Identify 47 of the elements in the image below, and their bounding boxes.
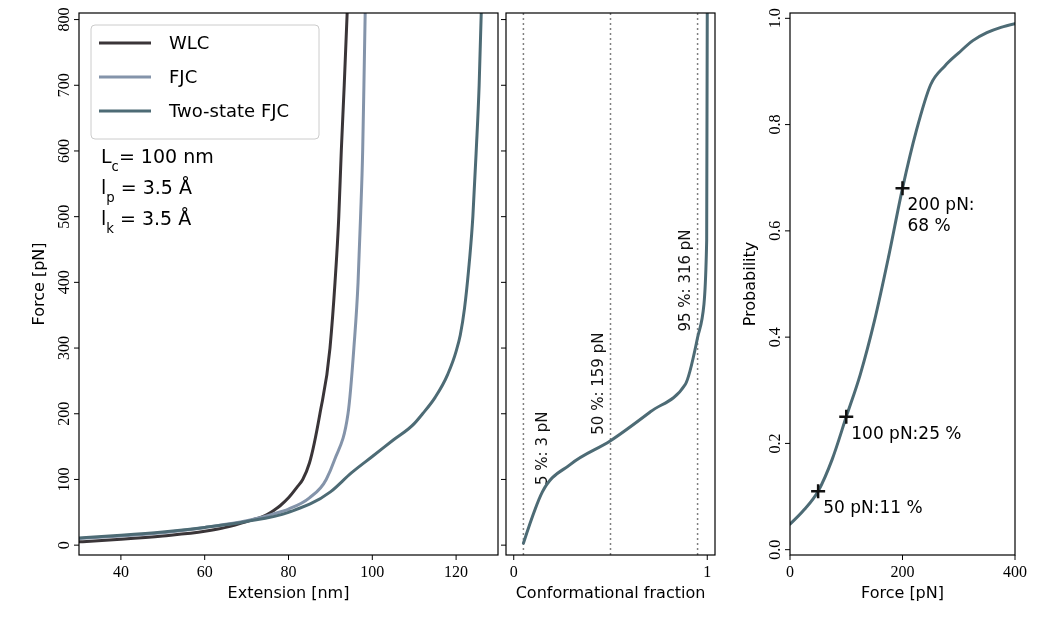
y-tick-label: 0.4: [766, 327, 783, 348]
x-tick-label: 200: [890, 563, 915, 580]
annotation: 100 pN:25 %: [851, 422, 962, 443]
x-tick-label: 100: [360, 563, 385, 580]
y-tick-label: 800: [55, 7, 72, 32]
x-tick-label: 0: [509, 563, 518, 580]
x-tick-label: 1: [703, 563, 712, 580]
x-axis-title: Force [pN]: [861, 583, 944, 602]
ref-line-label: 5 %: 3 pN: [533, 411, 552, 485]
y-axis-title: Force [pN]: [29, 242, 48, 326]
y-tick-label: 0.0: [766, 539, 783, 560]
annotation: l$_{p}$ = 3.5 Å: [101, 176, 192, 205]
y-tick-label: 500: [55, 204, 72, 229]
annotation: l$_{k}$ = 3.5 Å: [101, 207, 192, 236]
y-tick-label: 1.0: [766, 8, 783, 29]
legend-label: FJC: [169, 66, 198, 87]
y-tick-label: 300: [55, 336, 72, 361]
y-tick-label: 0.6: [766, 220, 783, 241]
legend-label: WLC: [169, 32, 210, 53]
x-tick-label: 60: [196, 563, 213, 580]
x-tick-label: 0: [786, 563, 794, 580]
point: [894, 180, 911, 197]
x-tick-label: 400: [1003, 563, 1027, 580]
y-axis-title: Probability: [740, 241, 759, 327]
line-series: [790, 22, 1015, 526]
x-tick-label: 120: [444, 563, 469, 580]
y-tick-label: 200: [55, 401, 72, 426]
x-axis-title: Conformational fraction: [515, 583, 706, 602]
y-tick-label: 700: [55, 73, 72, 98]
point: [838, 408, 855, 426]
legend-label: Two-state FJC: [168, 100, 290, 121]
y-tick-label: 400: [55, 270, 72, 295]
ref-line-label: 50 %: 159 pN: [588, 332, 607, 435]
point: [809, 482, 827, 500]
annotation: 200 pN: 68 %: [907, 194, 975, 236]
y-tick-label: 0: [55, 541, 72, 550]
y-tick-label: 100: [55, 467, 72, 492]
annotation: L$_{c}$= 100 nm: [101, 145, 214, 174]
y-tick-label: 600: [55, 138, 72, 163]
ref-line-label: 95 %: 316 pN: [675, 229, 694, 332]
x-tick-label: 40: [112, 563, 129, 580]
y-tick-label: 0.8: [766, 114, 783, 135]
y-tick-label: 0.2: [766, 433, 783, 454]
x-tick-label: 80: [280, 563, 297, 580]
line-series: [79, 13, 483, 540]
x-axis-title: Extension [nm]: [227, 583, 350, 602]
annotation: 50 pN:11 %: [823, 497, 923, 518]
